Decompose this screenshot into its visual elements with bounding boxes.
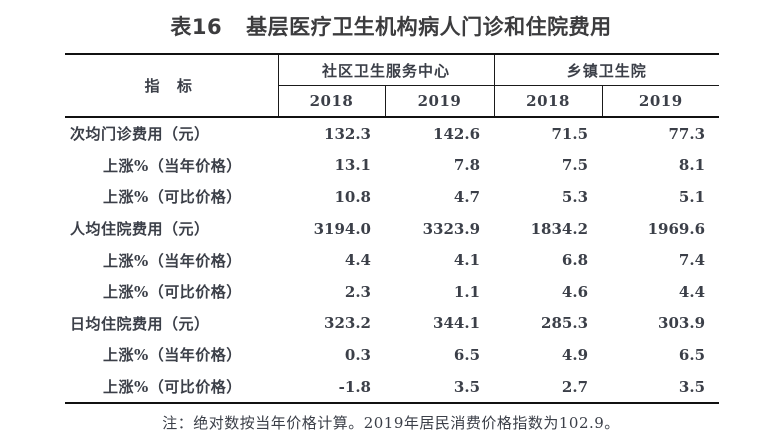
group-header-community: 社区卫生服务中心 bbox=[278, 54, 495, 86]
value-cell: 2.3 bbox=[344, 282, 371, 301]
value-cell: 7.4 bbox=[678, 251, 706, 270]
table-row: 上涨%（可比价格） 10.8 4.7 5.3 5.1 bbox=[65, 181, 719, 213]
footnote: 注：绝对数按当年价格计算。2019年居民消费价格指数为102.9。 bbox=[162, 414, 620, 433]
row-label-cell: 上涨%（当年价格） bbox=[103, 346, 242, 365]
table-header: 指 标 社区卫生服务中心 乡镇卫生院 2018 2019 2018 2019 bbox=[65, 54, 720, 118]
year-header-community-2018: 2018 bbox=[278, 85, 386, 118]
year-header-township-2019: 2019 bbox=[602, 85, 720, 118]
table-row: 日均住院费用（元） 323.2 344.1 285.3 303.9 bbox=[65, 308, 719, 340]
value-cell: 3323.9 bbox=[422, 219, 481, 238]
table-row: 人均住院费用（元） 3194.0 3323.9 1834.2 1969.6 bbox=[65, 213, 719, 245]
value-cell: 6.5 bbox=[453, 345, 481, 364]
value-cell: 285.3 bbox=[541, 314, 589, 333]
value-cell: 132.3 bbox=[324, 124, 371, 143]
value-cell: 8.1 bbox=[678, 156, 706, 175]
group-header-township: 乡镇卫生院 bbox=[494, 54, 720, 86]
row-label-cell: 次均门诊费用（元） bbox=[70, 125, 210, 144]
value-cell: -1.8 bbox=[278, 370, 385, 405]
value-cell: 77.3 bbox=[668, 124, 706, 143]
value-cell: 71.5 bbox=[551, 124, 589, 143]
costs-table: 指 标 社区卫生服务中心 乡镇卫生院 2018 2019 2018 2019 次… bbox=[65, 53, 720, 405]
year-header-community-2019: 2019 bbox=[385, 85, 495, 118]
value-cell: 5.3 bbox=[561, 187, 589, 206]
value-cell: 3194.0 bbox=[313, 219, 371, 238]
table-row: 次均门诊费用（元） 132.3 142.6 71.5 77.3 bbox=[65, 117, 719, 150]
row-label-cell: 上涨%（当年价格） bbox=[103, 156, 242, 175]
value-cell: 1834.2 bbox=[530, 219, 589, 238]
row-label-cell: 日均住院费用（元） bbox=[70, 314, 210, 333]
year-header-row: 2018 2019 2018 2019 bbox=[65, 85, 720, 118]
value-cell: 4.9 bbox=[561, 345, 589, 364]
value-cell: 142.6 bbox=[433, 124, 481, 143]
table-row: 上涨%（可比价格） 2.3 1.1 4.6 4.4 bbox=[65, 276, 719, 308]
value-cell: 1969.6 bbox=[647, 219, 706, 238]
table-row: 上涨%（当年价格） 4.4 4.1 6.8 7.4 bbox=[65, 244, 719, 276]
group-header-row: 指 标 社区卫生服务中心 乡镇卫生院 bbox=[65, 54, 720, 118]
row-label-cell: 上涨%（可比价格） bbox=[65, 370, 278, 405]
row-label-cell: 上涨%（当年价格） bbox=[103, 251, 242, 270]
table-body: 次均门诊费用（元） 132.3 142.6 71.5 77.3 上涨%（当年价格… bbox=[65, 117, 720, 405]
value-cell: 7.5 bbox=[561, 156, 589, 175]
value-cell: 5.1 bbox=[678, 187, 706, 206]
value-cell: 2.7 bbox=[494, 370, 603, 405]
value-cell: 7.8 bbox=[453, 156, 481, 175]
value-cell: 4.6 bbox=[561, 282, 589, 301]
value-cell: 3.5 bbox=[385, 370, 495, 405]
row-label-cell: 上涨%（可比价格） bbox=[103, 188, 242, 207]
year-header-township-2018: 2018 bbox=[494, 85, 603, 118]
table-row: 上涨%（可比价格） -1.8 3.5 2.7 3.5 bbox=[65, 370, 720, 405]
value-cell: 4.4 bbox=[678, 282, 706, 301]
value-cell: 323.2 bbox=[324, 314, 371, 333]
value-cell: 0.3 bbox=[344, 345, 371, 364]
indicator-header-cell: 指 标 bbox=[65, 54, 279, 118]
row-label-cell: 人均住院费用（元） bbox=[70, 220, 210, 239]
value-cell: 10.8 bbox=[334, 187, 371, 206]
value-cell: 6.5 bbox=[678, 345, 706, 364]
value-cell: 1.1 bbox=[453, 282, 481, 301]
table-row: 上涨%（当年价格） 13.1 7.8 7.5 8.1 bbox=[65, 150, 719, 182]
value-cell: 3.5 bbox=[602, 370, 720, 405]
row-label-cell: 上涨%（可比价格） bbox=[103, 283, 242, 302]
table-title-text: 基层医疗卫生机构病人门诊和住院费用 bbox=[246, 15, 612, 39]
page-title: 表16 基层医疗卫生机构病人门诊和住院费用 bbox=[0, 0, 782, 42]
value-cell: 303.9 bbox=[658, 314, 706, 333]
value-cell: 6.8 bbox=[561, 251, 589, 270]
value-cell: 4.4 bbox=[344, 251, 371, 270]
value-cell: 4.7 bbox=[453, 187, 481, 206]
value-cell: 344.1 bbox=[433, 314, 481, 333]
value-cell: 13.1 bbox=[334, 156, 371, 175]
table-number: 表16 bbox=[170, 15, 223, 39]
table-row: 上涨%（当年价格） 0.3 6.5 4.9 6.5 bbox=[65, 339, 719, 371]
value-cell: 4.1 bbox=[453, 251, 481, 270]
